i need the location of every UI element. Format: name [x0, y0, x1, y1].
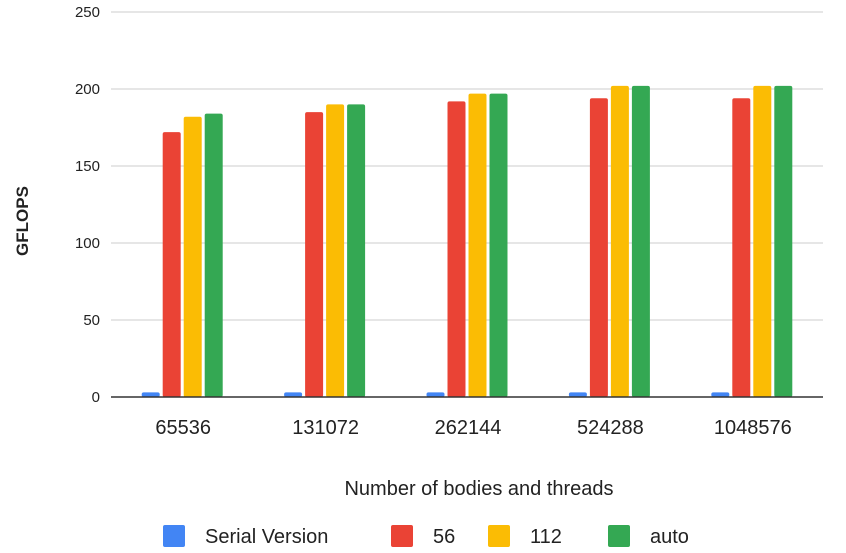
- bar-56-1048576: [732, 98, 751, 398]
- y-tick-label: 200: [75, 81, 100, 98]
- bar-auto-131072: [347, 104, 366, 398]
- x-tick-label: 262144: [435, 417, 502, 439]
- y-tick-label: 0: [92, 389, 100, 406]
- y-tick-label: 100: [75, 235, 100, 252]
- bar-serial-version-131072: [284, 392, 303, 397]
- y-tick-label: 250: [75, 4, 100, 21]
- x-axis-title: Number of bodies and threads: [344, 478, 613, 500]
- x-tick-label: 65536: [155, 417, 211, 439]
- bar-112-524288: [610, 85, 629, 398]
- bar-serial-version-524288: [568, 392, 587, 397]
- bar-auto-65536: [204, 113, 223, 397]
- legend-swatch: [608, 525, 630, 547]
- bar-serial-version-262144: [426, 392, 445, 397]
- bar-112-65536: [183, 116, 202, 397]
- bars: [141, 85, 793, 398]
- legend-label: auto: [650, 526, 689, 548]
- bar-auto-1048576: [774, 85, 793, 398]
- bar-56-262144: [447, 101, 466, 397]
- x-tick-labels: 65536 131072 262144 524288 1048576: [155, 417, 791, 439]
- x-tick-label: 1048576: [714, 417, 792, 439]
- bar-56-131072: [305, 112, 324, 397]
- legend: Serial Version 56 112 auto: [163, 525, 689, 548]
- bar-56-65536: [162, 132, 181, 397]
- legend-swatch: [488, 525, 510, 547]
- bar-serial-version-65536: [141, 392, 160, 397]
- legend-label: Serial Version: [205, 526, 328, 548]
- y-tick-labels: 0 50 100 150 200 250: [75, 4, 100, 406]
- bar-56-524288: [589, 98, 608, 398]
- bar-112-1048576: [753, 85, 772, 398]
- bar-112-131072: [326, 104, 345, 398]
- y-axis-title: GFLOPS: [13, 186, 32, 256]
- x-tick-label: 131072: [292, 417, 359, 439]
- legend-label: 56: [433, 526, 455, 548]
- bar-serial-version-1048576: [711, 392, 730, 397]
- x-tick-label: 524288: [577, 417, 644, 439]
- bar-auto-262144: [489, 93, 508, 398]
- y-tick-label: 50: [83, 312, 100, 329]
- legend-swatch: [163, 525, 185, 547]
- legend-label: 112: [530, 526, 562, 548]
- gridlines: [111, 11, 823, 321]
- bar-auto-524288: [631, 85, 650, 398]
- legend-swatch: [391, 525, 413, 547]
- y-tick-label: 150: [75, 158, 100, 175]
- bar-112-262144: [468, 93, 487, 398]
